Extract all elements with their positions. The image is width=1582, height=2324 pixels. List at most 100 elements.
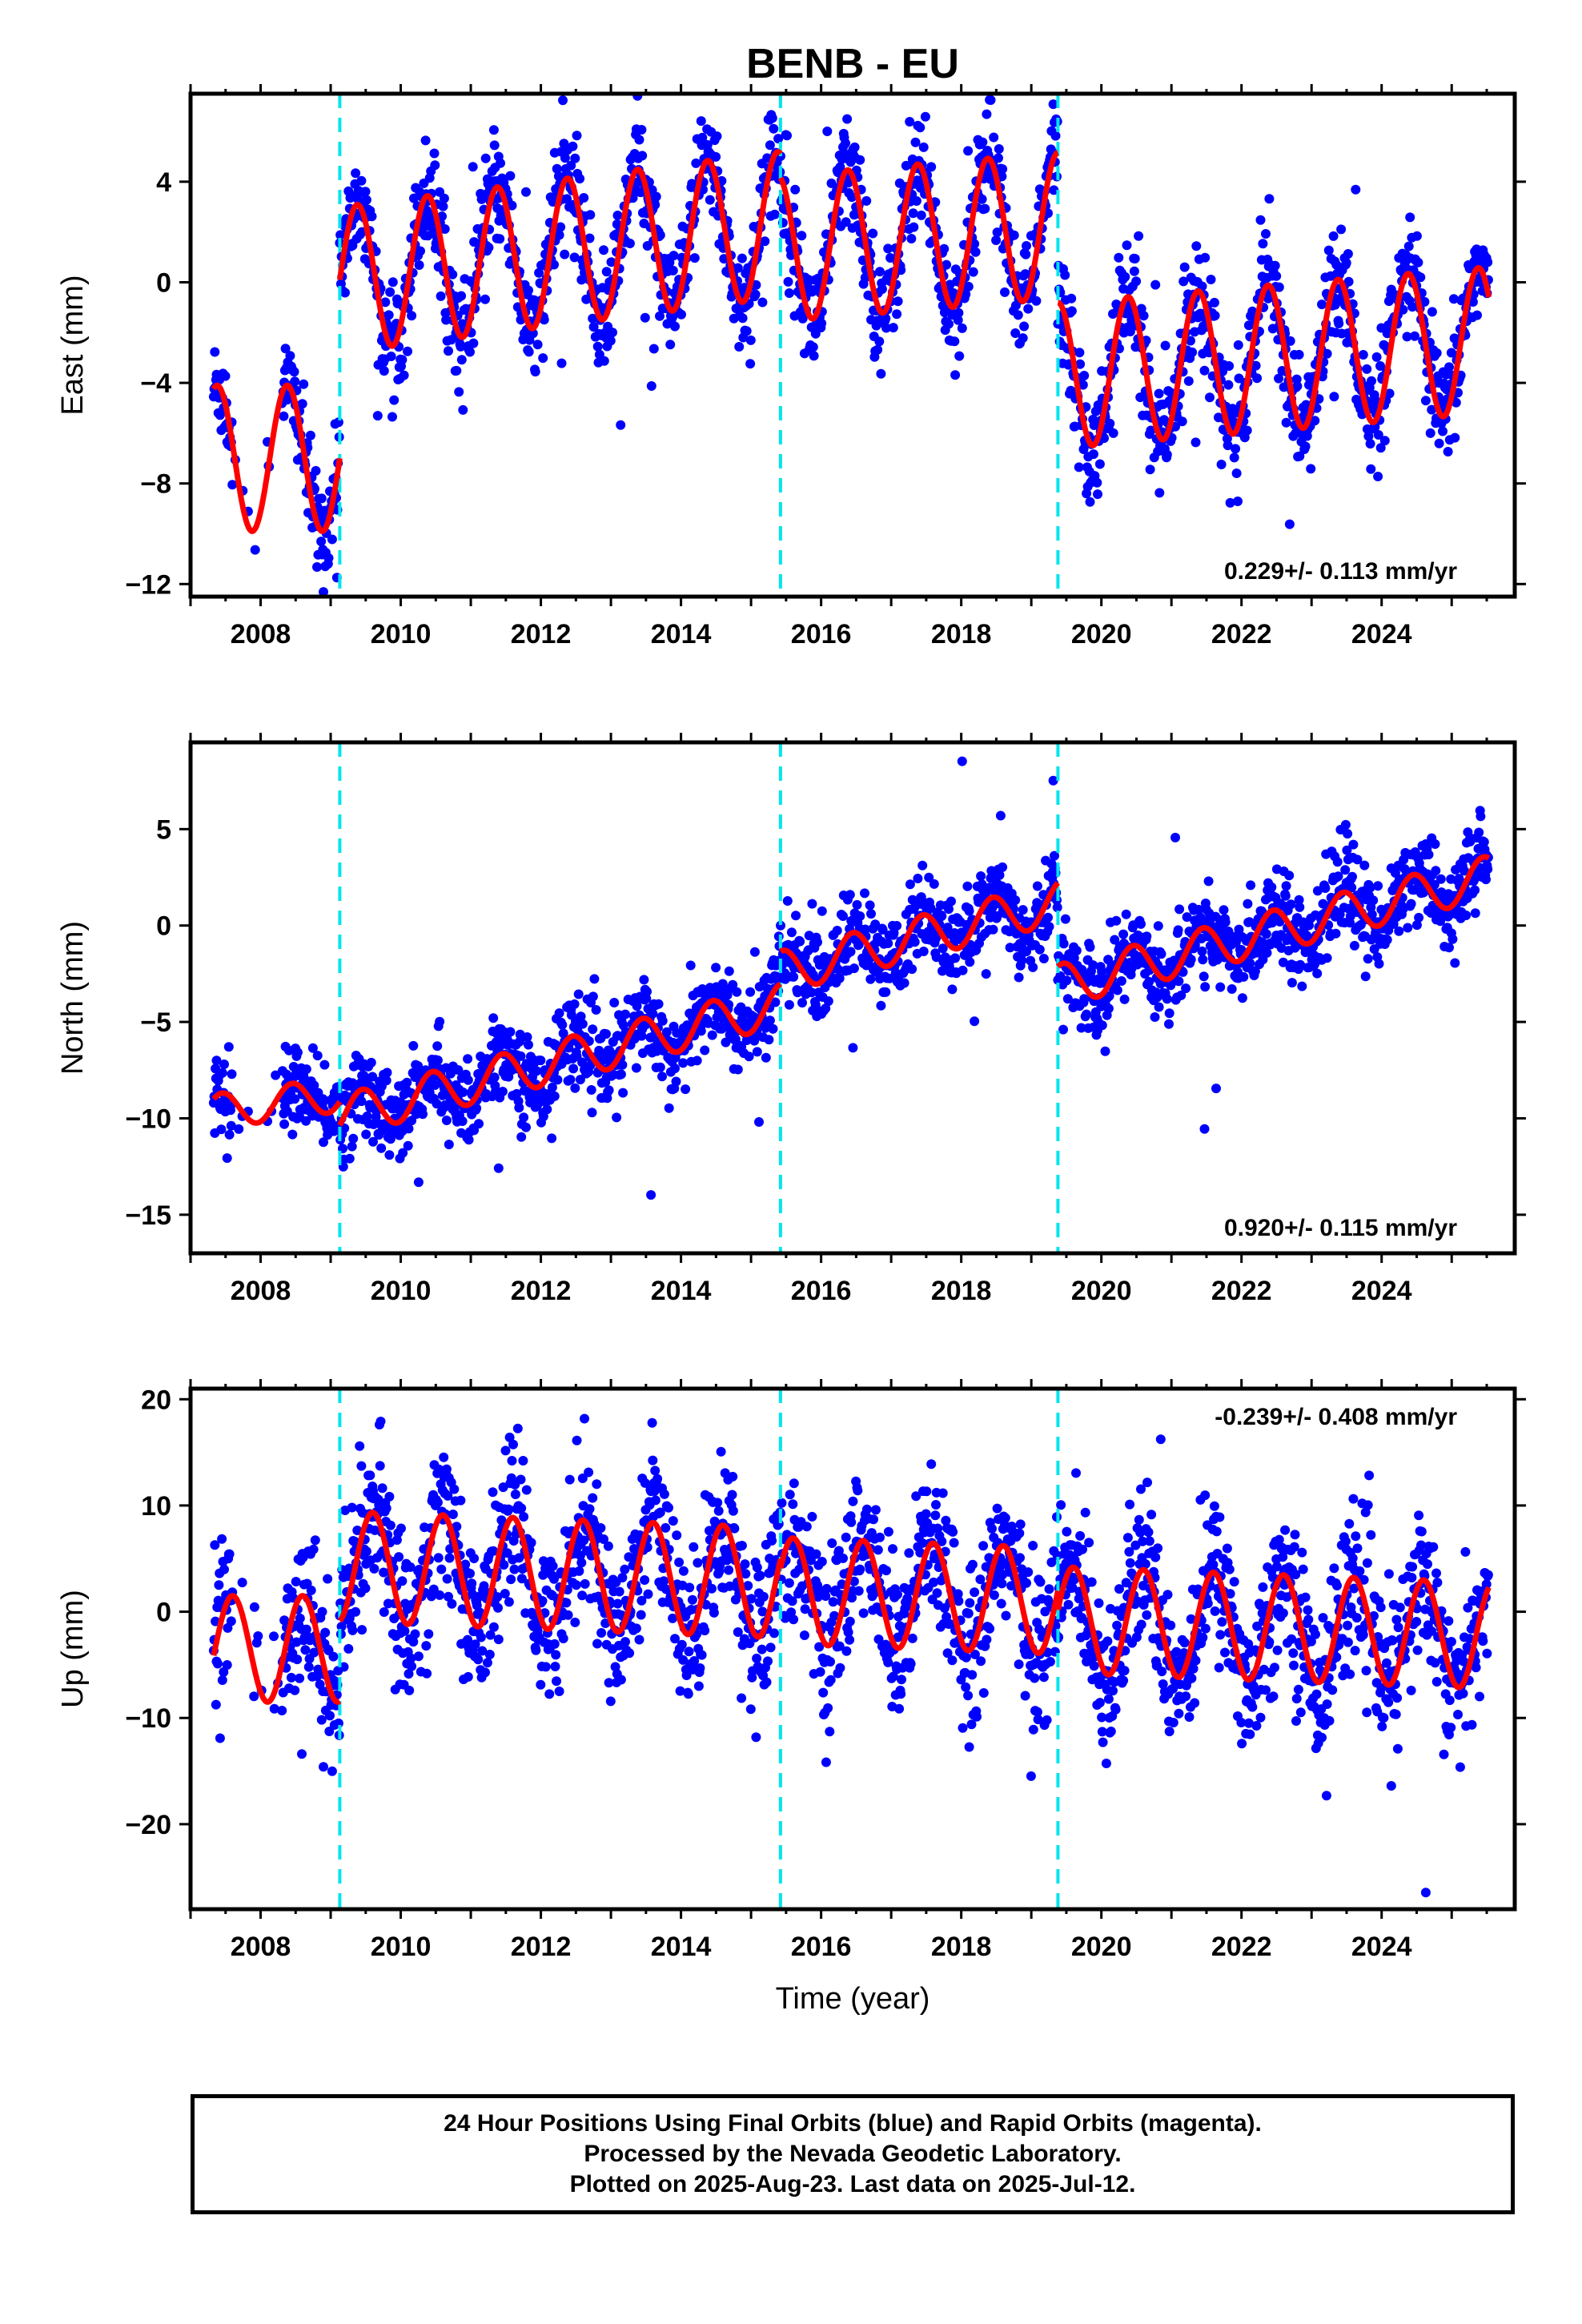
data-point [1058,1024,1068,1035]
data-point [213,1659,223,1669]
data-point [1264,194,1275,204]
data-point [841,217,851,227]
data-point [907,964,917,975]
x-tick-label: 2012 [511,1276,572,1306]
data-point [1420,396,1431,406]
data-point [387,277,398,287]
data-point [1286,899,1296,910]
data-point [968,267,978,277]
data-point [994,870,1005,880]
data-point [436,1564,447,1574]
data-point [324,1727,335,1736]
data-point [489,1072,500,1083]
data-point [1050,131,1061,141]
x-tick-label: 2016 [791,1276,852,1306]
data-point [1191,437,1201,448]
data-point [768,1023,778,1034]
data-point [1375,443,1386,453]
data-point [1186,336,1195,346]
data-point [562,194,572,204]
data-point [316,1715,327,1725]
data-point [309,1647,319,1658]
data-point [292,1655,303,1665]
data-point [353,194,363,204]
x-tick-label: 2014 [651,619,712,649]
data-point [998,164,1008,175]
data-point [586,1085,596,1095]
data-point [865,900,875,911]
data-point [249,1602,259,1612]
up-panel: 2008 2010 2012 2014 2016 2018 2020 2022 2024−20−… [56,1379,1526,1962]
data-point [1178,276,1189,287]
data-point [534,267,544,278]
data-point [539,315,549,325]
data-point [855,155,865,165]
data-point [1022,947,1031,957]
data-point [1312,886,1323,896]
data-point [1050,850,1059,861]
data-point [396,1523,406,1534]
data-point [277,1706,287,1715]
data-point [661,1027,672,1037]
data-point [224,1549,235,1559]
y-tick-label: 4 [156,167,171,198]
data-point [637,151,648,161]
data-point [285,351,295,361]
data-point [1483,864,1493,875]
data-point [554,1008,564,1019]
data-point [1410,331,1419,341]
data-point [1251,360,1261,371]
data-point [210,1540,220,1550]
data-point [1252,373,1263,384]
data-point [549,259,559,270]
data-point [599,245,608,255]
data-point [380,297,391,308]
data-point [885,253,896,263]
data-point [1306,464,1316,474]
data-point [1048,99,1058,110]
data-point [670,321,680,332]
data-point [496,158,505,168]
data-point [964,906,974,916]
data-point [642,987,652,997]
data-point [791,911,801,921]
data-point [1023,304,1034,314]
data-point [1444,362,1454,372]
data-point [1297,981,1307,991]
data-point [1174,976,1184,987]
data-point [437,211,447,222]
data-point [641,994,652,1003]
x-tick-label: 2010 [371,619,432,649]
data-point [500,1445,511,1456]
data-point [510,1490,520,1499]
data-point [823,996,833,1007]
data-point [556,358,567,368]
data-point [566,160,576,171]
data-point [368,1120,379,1129]
data-point [319,587,328,597]
data-point [915,123,926,133]
data-point [404,1669,414,1679]
data-point [1176,990,1186,1000]
data-point [1021,249,1031,259]
data-point [508,1439,518,1449]
data-point [876,1000,886,1011]
data-point [1368,895,1379,906]
data-point [375,1461,385,1471]
data-point [892,921,902,931]
data-point [319,1137,328,1148]
data-point [1411,920,1422,931]
data-point [344,1153,355,1164]
data-point [476,1632,486,1642]
data-point [954,351,965,361]
data-point [601,267,612,277]
data-point [328,1651,339,1662]
data-point [367,211,377,222]
x-tick-label: 2018 [931,1276,992,1306]
y-tick-label: −15 [125,1200,171,1231]
data-point [1020,269,1030,279]
data-point [1105,418,1115,428]
data-point [841,138,850,148]
data-point [646,381,656,391]
data-point [1343,249,1353,259]
